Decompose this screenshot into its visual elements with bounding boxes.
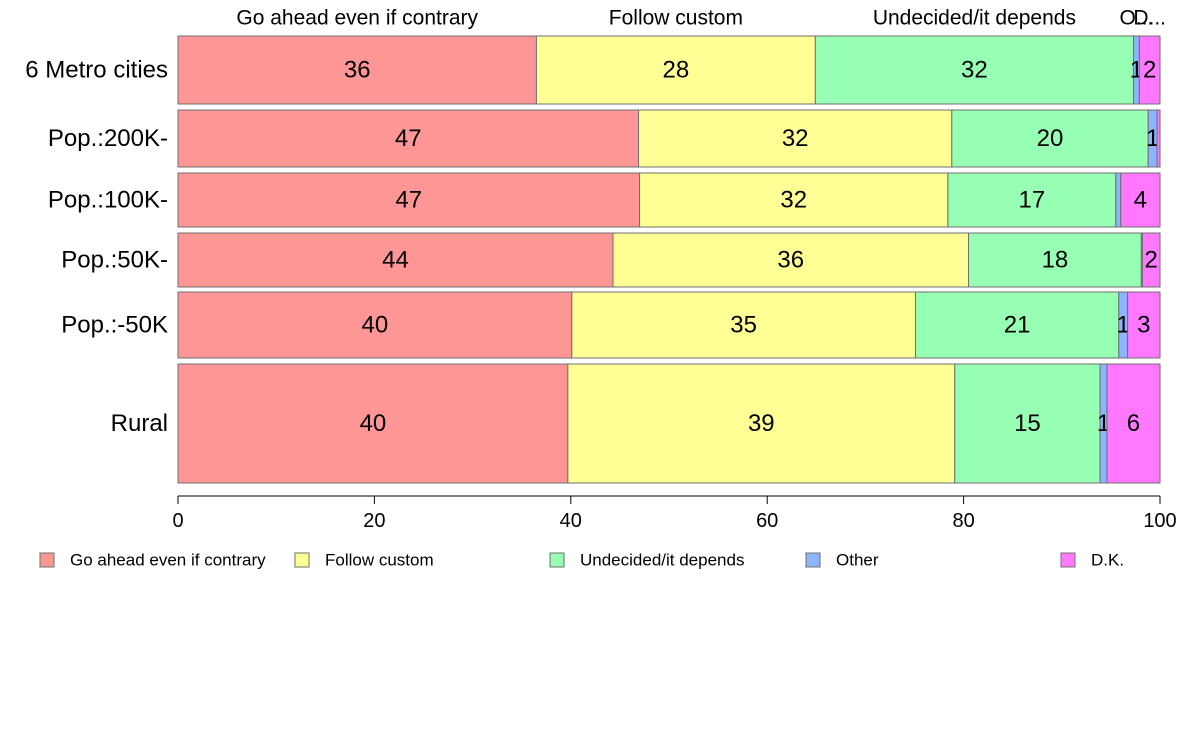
bar-segment [1156, 109, 1161, 168]
category-label: Rural [111, 410, 168, 437]
data-label: 47 [395, 125, 422, 152]
data-label: 44 [382, 247, 409, 274]
column-labels: Go ahead even if contrary Follow custom Un… [236, 7, 1166, 30]
column-label: Go ahead even if contrary [236, 7, 478, 30]
bar-segment [1138, 35, 1161, 105]
data-label: 39 [748, 410, 775, 437]
legend-swatch [549, 552, 565, 568]
legend-swatch [39, 552, 55, 568]
bar-segment [177, 291, 573, 359]
data-label: 4 [1134, 187, 1147, 214]
bar-segment [535, 35, 816, 105]
bar-segment [612, 232, 970, 288]
column-label: D... [1133, 7, 1166, 30]
x-tick-label: 80 [952, 510, 974, 532]
x-tick-label: 0 [172, 510, 183, 532]
legend-label: Undecided/it depends [580, 551, 744, 570]
data-label: 36 [344, 57, 371, 84]
x-tick-label: 100 [1143, 510, 1176, 532]
data-label: 15 [1014, 410, 1041, 437]
bar-segment [567, 363, 956, 484]
bar-segment [177, 172, 641, 228]
data-label: 32 [782, 125, 809, 152]
bar-segment [1115, 172, 1122, 228]
legend: Go ahead even if contrary Follow custom Un… [39, 551, 1124, 570]
column-label: Follow custom [609, 7, 743, 30]
legend-swatch [805, 552, 821, 568]
legend-label: D.K. [1091, 551, 1124, 570]
bar-segment [177, 232, 614, 288]
x-tick-label: 40 [560, 510, 582, 532]
category-label: Pop.:50K- [61, 247, 168, 274]
data-label: 40 [362, 312, 389, 339]
bar-segment [1120, 172, 1161, 228]
data-label: 35 [730, 312, 757, 339]
bar-segment [914, 291, 1120, 359]
data-label: 28 [663, 57, 690, 84]
bar-segment [177, 363, 569, 484]
column-label: Undecided/it depends [873, 7, 1076, 30]
bar-segment [1106, 363, 1161, 484]
data-label: 18 [1042, 247, 1069, 274]
category-label: Pop.:-50K [61, 312, 168, 339]
data-label: 3 [1137, 312, 1150, 339]
legend-swatch [294, 552, 310, 568]
category-label: Pop.:100K- [48, 187, 168, 214]
data-label: 47 [395, 187, 422, 214]
data-label: 17 [1018, 187, 1045, 214]
bar-segment [571, 291, 916, 359]
bar-segment [954, 363, 1101, 484]
bar-segment [951, 109, 1149, 168]
data-label: 6 [1127, 410, 1140, 437]
legend-swatch [1060, 552, 1076, 568]
data-label: 1 [1116, 312, 1129, 339]
bar-segment [1141, 232, 1161, 288]
category-labels: 6 Metro cities Pop.:200K- Pop.:100K- Pop.:5… [25, 57, 168, 438]
bar-segment [968, 232, 1142, 288]
column-label: O... [1120, 7, 1154, 30]
data-label: 40 [360, 410, 387, 437]
bar-segment [639, 172, 949, 228]
legend-label: Follow custom [325, 551, 434, 570]
data-label: 36 [777, 247, 804, 274]
category-label: Pop.:200K- [48, 125, 168, 152]
legend-label: Other [836, 551, 879, 570]
data-label: 32 [780, 187, 807, 214]
legend-label: Go ahead even if contrary [70, 551, 266, 570]
data-label: 21 [1004, 312, 1031, 339]
data-label: 20 [1037, 125, 1064, 152]
bar-segment [1127, 291, 1161, 359]
x-tick-label: 20 [363, 510, 385, 532]
data-label: 2 [1144, 247, 1157, 274]
data-label: 32 [961, 57, 988, 84]
bars: 36 28 32 1 247 32 20 147 32 17 444 36 18 240 35 21 1 340 3… [177, 35, 1161, 484]
x-axis: 0 20 40 60 80 100 [172, 495, 1177, 532]
category-label: 6 Metro cities [25, 57, 168, 84]
data-label: 1 [1146, 125, 1159, 152]
x-tick-label: 60 [756, 510, 778, 532]
data-label: 2 [1143, 57, 1156, 84]
